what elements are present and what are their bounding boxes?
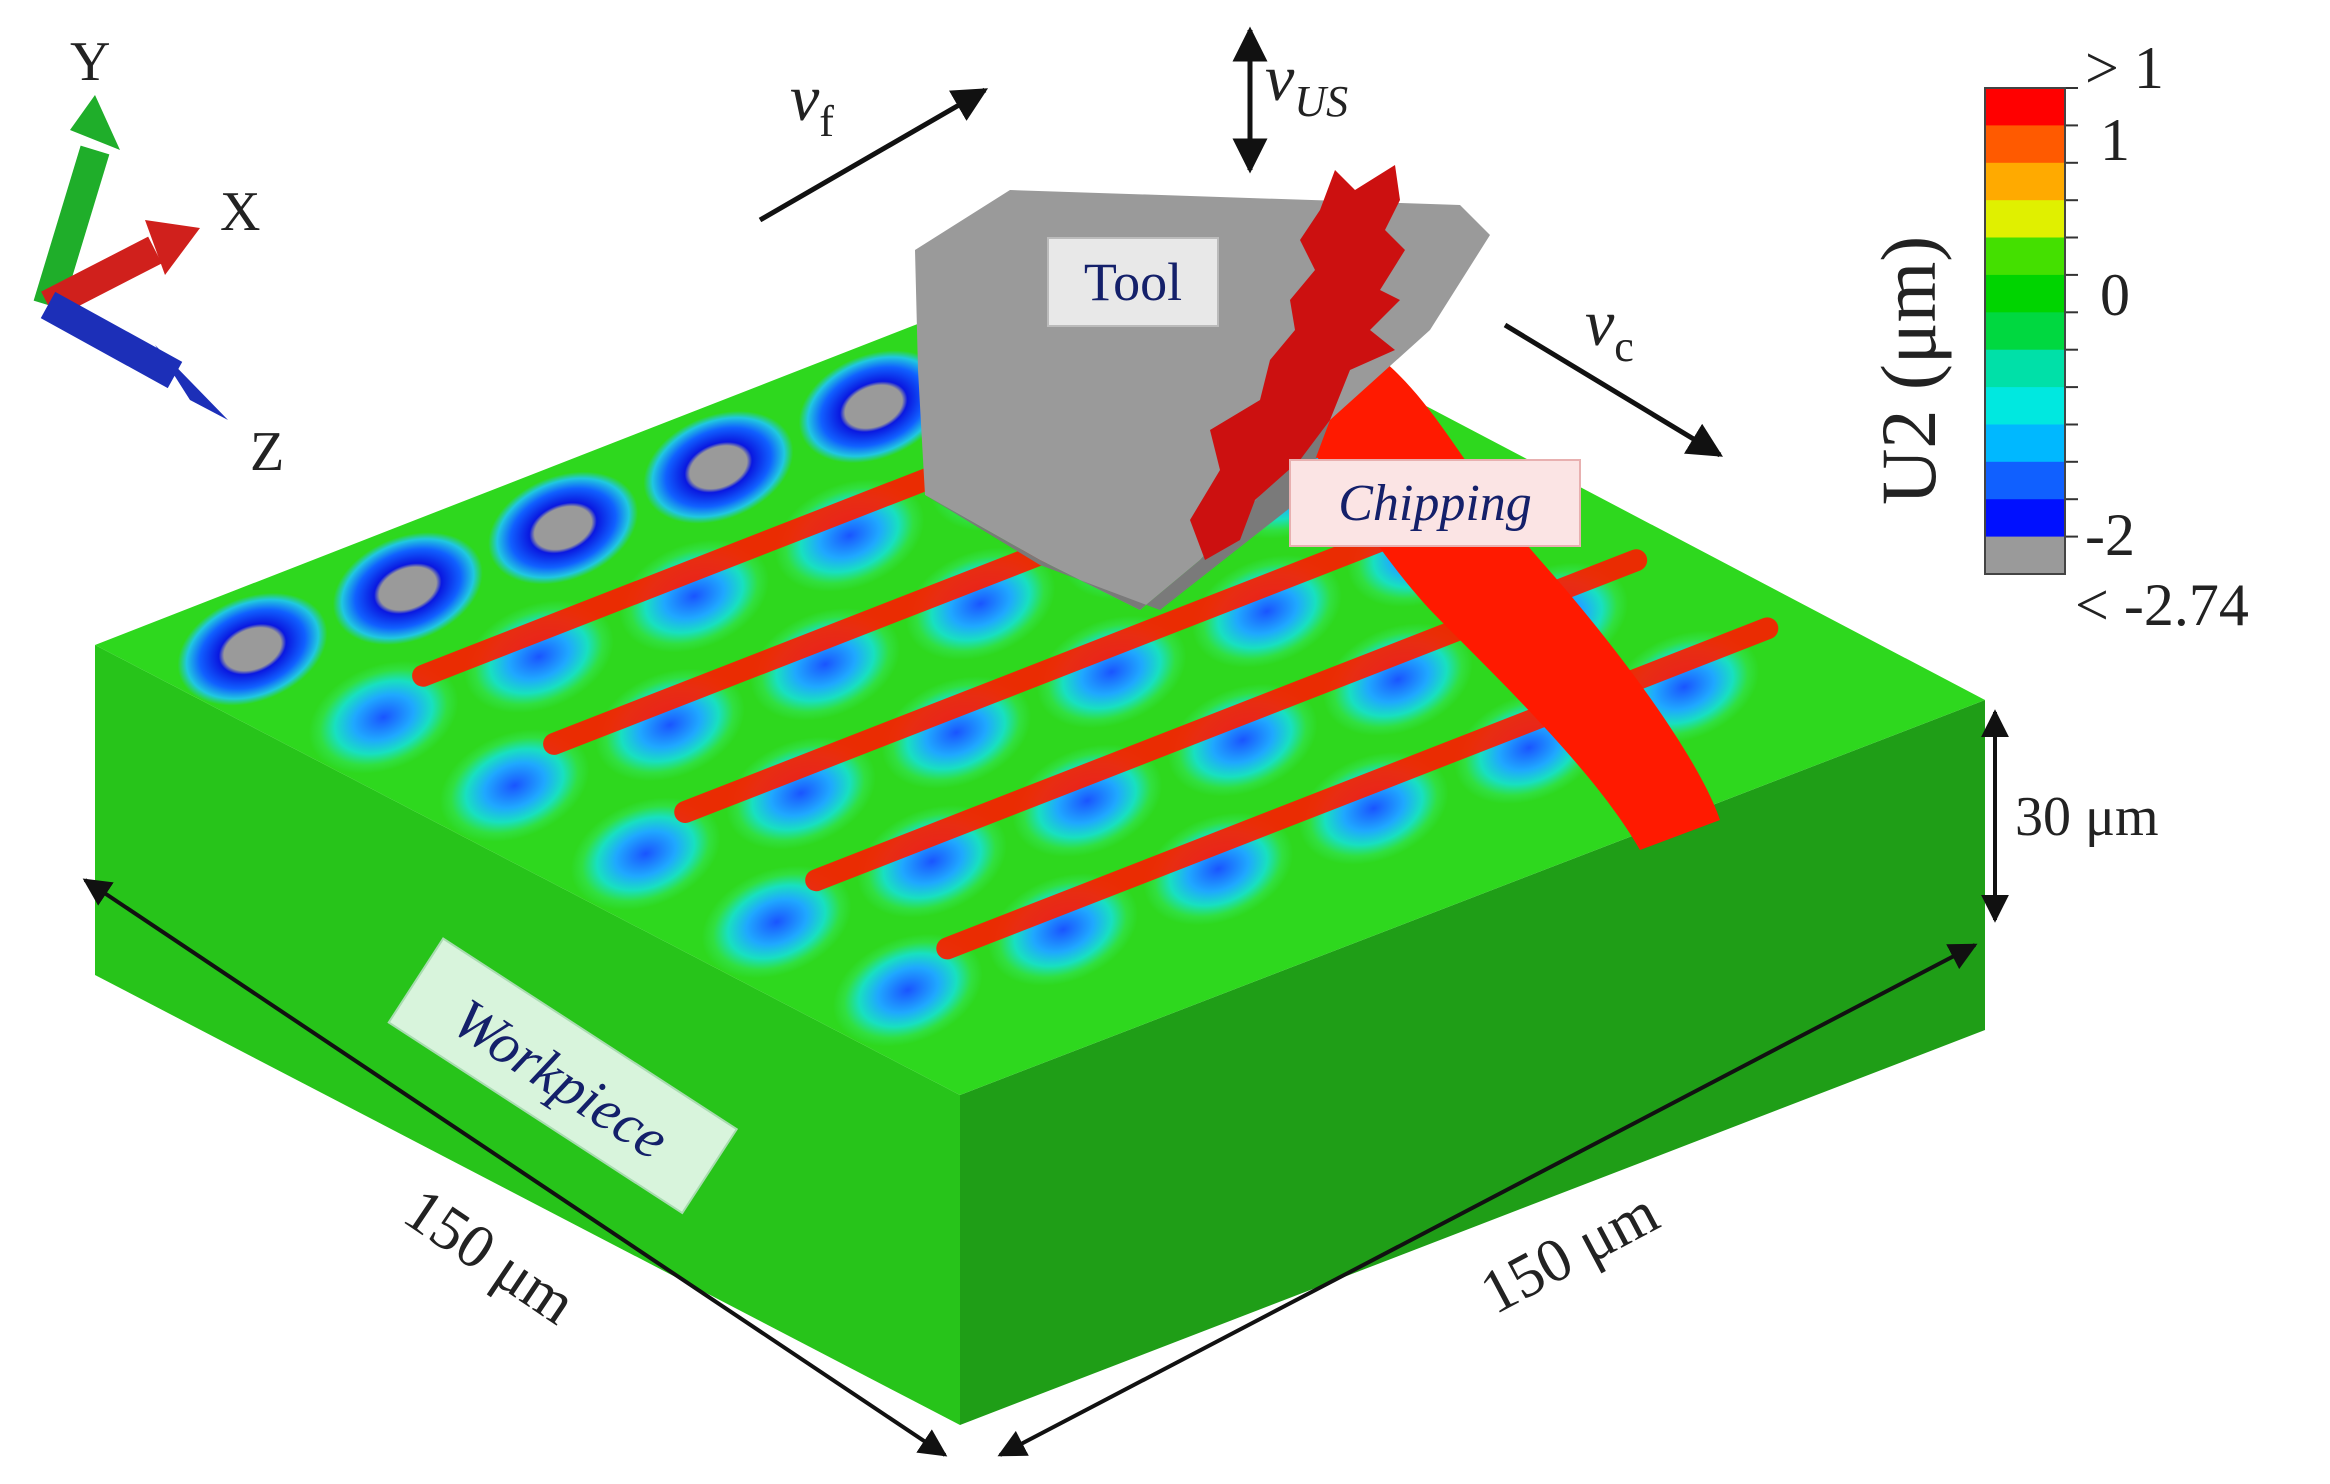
colorbar-swatch: [1985, 424, 2065, 463]
surface-pit: [177, 592, 328, 706]
surface-pit: [332, 532, 483, 645]
tool-tag-label: Tool: [1084, 252, 1182, 312]
colorbar-swatch: [1985, 499, 2065, 538]
surface-pit: [464, 600, 614, 714]
feed-velocity: vf: [758, 62, 989, 223]
colorbar-title: U2 (μm): [1865, 236, 1952, 505]
colorbar-swatch: [1985, 274, 2065, 313]
svg-text:vc: vc: [1585, 287, 1634, 371]
colorbar-swatch: [1985, 536, 2065, 575]
z-axis-arrow: [40, 291, 183, 389]
surface-pit: [1167, 683, 1318, 797]
colorbar-tick-bottom: < -2.74: [2075, 572, 2249, 638]
tool-tag: Tool: [1047, 237, 1219, 327]
colorbar-tick-m2: -2: [2085, 502, 2135, 568]
chipping-tag: Chipping: [1289, 459, 1581, 547]
feed-velocity-subscript: f: [819, 97, 834, 146]
surface-pit: [1012, 744, 1163, 858]
colorbar: U2 (μm) > 1 1 0 -2 < -2.74: [1865, 35, 2249, 638]
cutting-velocity-subscript: c: [1614, 322, 1634, 371]
surface-pit: [774, 479, 925, 592]
surface-pit: [619, 539, 770, 653]
feed-velocity-symbol: v: [790, 62, 820, 135]
surface-pit: [726, 736, 876, 850]
cutting-velocity-symbol: v: [1585, 287, 1615, 360]
colorbar-swatch: [1985, 387, 2065, 425]
surface-pit: [1323, 623, 1473, 736]
colorbar-tick-0: 0: [2100, 262, 2130, 328]
surface-pit: [1298, 751, 1449, 865]
colorbar-tick-1: 1: [2100, 107, 2130, 173]
surface-pit: [798, 350, 949, 464]
colorbar-swatch: [1985, 162, 2065, 201]
colorbar-swatch: [1985, 88, 2065, 126]
surface-pit: [488, 471, 638, 585]
colorbar-frame: [1984, 87, 2066, 575]
colorbar-swatches: [1984, 87, 2078, 575]
colorbar-swatch: [1985, 125, 2065, 164]
surface-pit: [595, 668, 745, 782]
x-axis-label: X: [220, 181, 260, 243]
svg-text:vUS: vUS: [1265, 42, 1348, 126]
y-axis-arrowhead: [70, 95, 120, 150]
surface-pit: [439, 729, 590, 842]
surface-pit: [1143, 812, 1294, 926]
ultrasonic-velocity-symbol: v: [1265, 42, 1295, 115]
x-axis-arrow: [41, 236, 162, 319]
surface-pit: [1036, 615, 1187, 729]
colorbar-swatch: [1985, 237, 2065, 276]
cutting-velocity: vc: [1503, 287, 1723, 458]
dimension-height: 30 μm: [1981, 709, 2159, 923]
surface-pit: [643, 410, 794, 524]
z-axis-label: Z: [250, 421, 284, 483]
y-axis-arrow: [33, 145, 110, 310]
colorbar-tick-top: > 1: [2085, 35, 2164, 101]
svg-text:vf: vf: [790, 62, 834, 146]
surface-pit: [750, 607, 901, 721]
colorbar-swatch: [1985, 461, 2065, 500]
chipping-tag-label: Chipping: [1338, 475, 1532, 532]
x-axis-arrowhead: [145, 220, 200, 275]
colorbar-swatch: [1985, 200, 2065, 239]
ultrasonic-velocity: vUS: [1232, 26, 1348, 174]
colorbar-swatch: [1985, 349, 2065, 388]
z-axis-arrowhead: [155, 345, 228, 420]
chip-particle: [1190, 165, 1405, 560]
ultrasonic-velocity-subscript: US: [1294, 77, 1348, 126]
surface-pit: [1192, 554, 1342, 668]
dimension-height-label: 30 μm: [2015, 786, 2159, 848]
surface-pit: [905, 547, 1056, 661]
y-axis-label: Y: [70, 31, 110, 93]
colorbar-swatch: [1985, 312, 2065, 351]
coordinate-triad: Y X Z: [33, 31, 284, 483]
surface-pit: [308, 660, 459, 774]
surface-pit: [881, 676, 1032, 789]
